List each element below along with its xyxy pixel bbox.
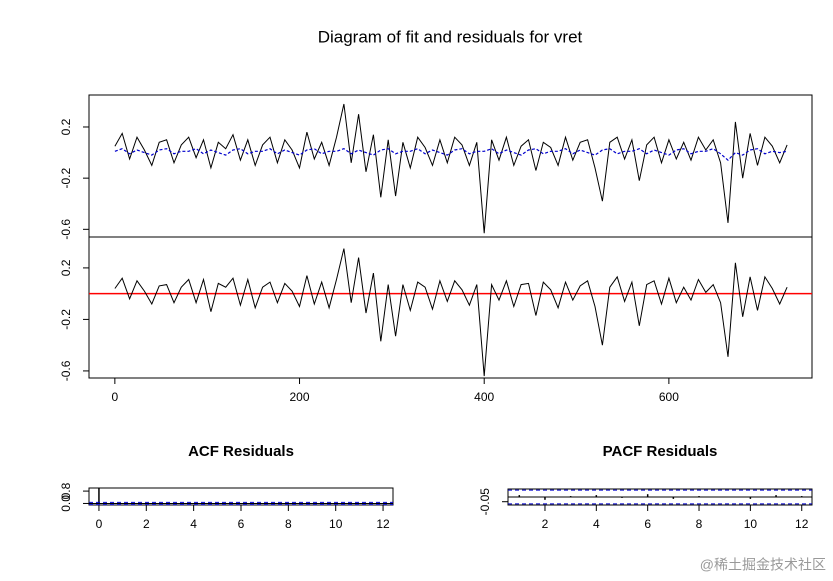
y-tick-label: -0.2 (59, 167, 73, 188)
x-tick-label: 0 (96, 517, 103, 531)
x-tick-label: 12 (376, 517, 390, 531)
x-tick-label: 4 (593, 517, 600, 531)
x-tick-label: 400 (474, 390, 494, 404)
x-tick-label: 10 (329, 517, 343, 531)
y-tick-label: -0.05 (478, 488, 492, 516)
y-tick-label: 0.0 (59, 495, 73, 512)
x-tick-label: 2 (542, 517, 549, 531)
x-tick-label: 600 (659, 390, 679, 404)
plot-frame (88, 94, 813, 238)
series-line (114, 248, 788, 377)
series-line (114, 148, 788, 162)
x-tick-label: 200 (290, 390, 310, 404)
watermark: @稀土掘金技术社区 (700, 557, 826, 573)
x-tick-label: 4 (190, 517, 197, 531)
y-tick-label: -0.6 (59, 219, 73, 240)
y-tick-label: 0.2 (59, 118, 73, 135)
pacf-title: PACF Residuals (603, 443, 718, 460)
y-tick-label: 0.2 (59, 259, 73, 276)
x-tick-label: 2 (143, 517, 150, 531)
y-tick-label: 0.8 (59, 482, 73, 499)
x-tick-label: 8 (285, 517, 292, 531)
plot-frame (88, 236, 813, 379)
x-tick-label: 10 (744, 517, 758, 531)
chart-title: Diagram of fit and residuals for vret (318, 27, 583, 46)
x-tick-label: 8 (696, 517, 703, 531)
x-tick-label: 0 (112, 390, 119, 404)
x-tick-label: 6 (644, 517, 651, 531)
x-tick-label: 12 (795, 517, 809, 531)
series-line (114, 103, 788, 234)
y-tick-label: -0.6 (59, 360, 73, 381)
acf-title: ACF Residuals (188, 443, 294, 460)
y-tick-label: -0.2 (59, 309, 73, 330)
x-tick-label: 6 (238, 517, 245, 531)
